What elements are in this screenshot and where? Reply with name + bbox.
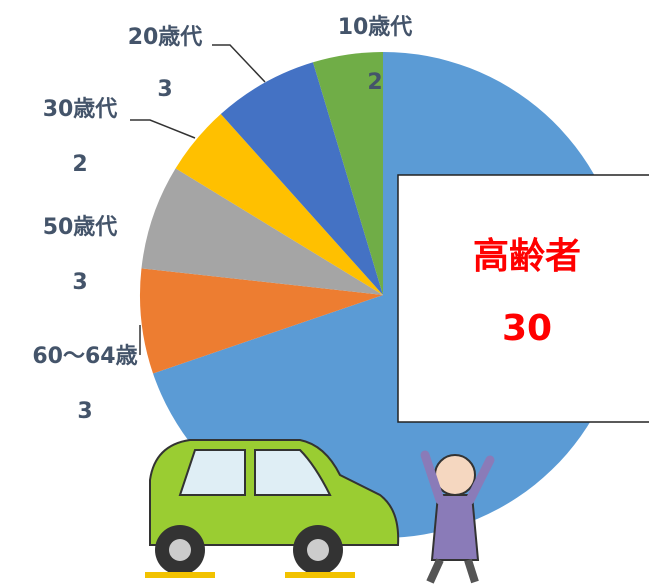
chart: 高齢者 30 60～64歳 3 50歳代 3 30歳代 2 20歳代 3 10歳代 2 bbox=[0, 0, 649, 587]
value-label: 2 bbox=[367, 70, 382, 95]
leader-line bbox=[130, 120, 195, 138]
value-label: 3 bbox=[77, 399, 92, 424]
leader-line bbox=[212, 45, 265, 82]
label-box bbox=[398, 175, 649, 422]
slice-label: 30歳代 bbox=[43, 97, 118, 122]
slice-label: 50歳代 bbox=[43, 215, 118, 240]
value-label: 30 bbox=[502, 308, 552, 349]
slice-label: 10歳代 bbox=[338, 15, 413, 40]
value-label: 2 bbox=[72, 152, 87, 177]
value-label: 3 bbox=[72, 270, 87, 295]
value-label: 3 bbox=[157, 77, 172, 102]
slice-label: 高齢者 bbox=[473, 236, 581, 277]
page: 高齢者3060～64歳350歳代330歳代220歳代310歳代2 (() => … bbox=[0, 0, 649, 587]
slice-label: 20歳代 bbox=[128, 25, 203, 50]
slice-label: 60～64歳 bbox=[32, 344, 137, 369]
